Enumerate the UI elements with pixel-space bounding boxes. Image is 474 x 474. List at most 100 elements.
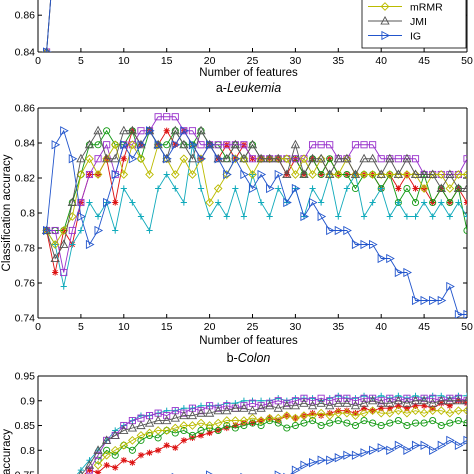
data-point xyxy=(43,46,50,52)
data-point xyxy=(84,139,95,149)
data-point xyxy=(197,141,205,149)
data-point xyxy=(316,398,326,407)
data-point xyxy=(136,139,146,149)
data-point xyxy=(317,141,325,149)
data-point xyxy=(257,402,265,410)
data-point xyxy=(428,170,438,179)
data-point xyxy=(309,197,318,208)
x-tick-label: 30 xyxy=(290,55,302,67)
data-point xyxy=(463,213,467,220)
data-point xyxy=(385,398,395,407)
data-point xyxy=(43,47,52,52)
data-point xyxy=(85,466,94,474)
series-line xyxy=(46,0,52,52)
data-point xyxy=(325,411,335,420)
data-point xyxy=(309,410,316,417)
data-point xyxy=(128,140,137,150)
data-point xyxy=(153,139,163,149)
data-point xyxy=(240,402,248,410)
data-point xyxy=(101,153,112,163)
data-point xyxy=(428,169,438,179)
data-point xyxy=(136,420,146,430)
data-point xyxy=(454,394,462,402)
x-tick-label: 15 xyxy=(161,321,173,333)
data-point xyxy=(463,435,467,446)
data-point xyxy=(119,425,129,435)
data-point xyxy=(394,406,403,416)
series-line xyxy=(46,0,52,52)
data-point xyxy=(343,394,351,402)
data-point xyxy=(119,170,129,179)
x-tick-label: 50 xyxy=(461,55,473,67)
data-point xyxy=(69,241,76,248)
data-point xyxy=(438,400,445,407)
data-point xyxy=(137,452,145,459)
data-point xyxy=(60,283,67,290)
data-point xyxy=(454,417,462,425)
data-point xyxy=(386,405,393,412)
data-point xyxy=(163,127,170,134)
data-point xyxy=(103,127,111,135)
data-point xyxy=(393,395,404,405)
data-point xyxy=(342,153,352,163)
data-point xyxy=(403,267,412,278)
data-point xyxy=(213,184,223,193)
x-tick-label: 0 xyxy=(35,55,41,67)
data-point xyxy=(369,419,377,427)
data-point xyxy=(309,141,317,149)
data-point xyxy=(325,169,335,179)
caption-prefix: a- xyxy=(216,81,227,95)
data-point xyxy=(308,411,317,420)
data-point xyxy=(41,225,52,235)
data-point xyxy=(300,394,308,402)
data-point xyxy=(274,470,282,474)
data-point xyxy=(51,226,59,235)
data-point xyxy=(446,394,454,402)
data-point xyxy=(343,185,350,192)
x-tick-label: 40 xyxy=(375,55,387,67)
data-point xyxy=(402,170,412,179)
y-axis-label: Classification accuracy xyxy=(1,154,13,271)
data-point xyxy=(93,170,103,179)
data-point xyxy=(103,197,112,208)
data-point xyxy=(291,397,299,405)
data-point xyxy=(386,445,395,455)
data-point xyxy=(394,155,402,163)
y-tick-label: 0.74 xyxy=(15,313,36,325)
data-point xyxy=(462,406,467,416)
data-point xyxy=(170,413,180,422)
x-tick-label: 25 xyxy=(247,55,259,67)
data-point xyxy=(454,170,463,179)
data-point xyxy=(351,411,360,420)
data-point xyxy=(103,446,111,454)
data-point xyxy=(359,170,369,179)
legend-marker xyxy=(380,15,390,25)
data-point xyxy=(369,199,376,206)
data-point xyxy=(127,125,138,135)
data-point xyxy=(248,155,257,163)
data-point xyxy=(129,199,136,206)
data-point xyxy=(103,141,111,149)
data-point xyxy=(273,154,283,164)
data-point xyxy=(352,410,359,417)
data-point xyxy=(248,413,257,423)
data-point xyxy=(403,421,411,430)
data-point xyxy=(412,402,419,409)
data-point xyxy=(291,183,301,194)
panel-caption: b-Colon xyxy=(227,351,271,365)
data-point xyxy=(368,406,377,416)
data-point xyxy=(309,417,317,425)
data-point xyxy=(299,411,309,420)
data-point xyxy=(463,226,467,235)
x-tick-label: 40 xyxy=(375,321,387,333)
data-point xyxy=(342,398,352,407)
data-point xyxy=(112,199,119,206)
data-point xyxy=(204,408,215,417)
data-point xyxy=(411,198,420,207)
data-point xyxy=(137,213,145,220)
data-point xyxy=(419,395,429,405)
y-tick-label: 0.84 xyxy=(15,138,36,150)
data-point xyxy=(369,141,377,149)
series-line xyxy=(46,0,52,52)
data-point xyxy=(188,140,198,150)
